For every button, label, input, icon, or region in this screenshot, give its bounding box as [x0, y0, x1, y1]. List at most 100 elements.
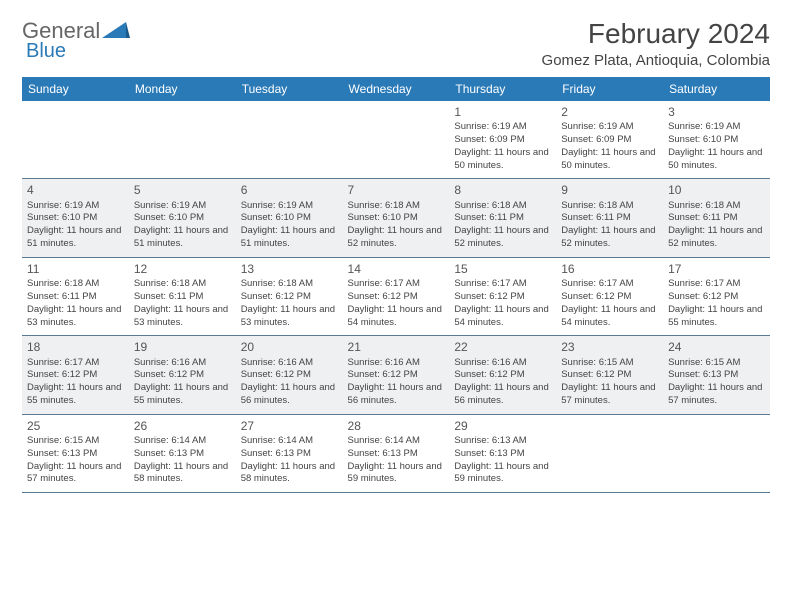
day-header: Tuesday	[236, 77, 343, 101]
calendar-day-cell: 22 Sunrise: 6:16 AMSunset: 6:12 PMDayligh…	[449, 336, 556, 414]
calendar-day-cell: 24Sunrise: 6:15 AMSunset: 6:13 PMDayligh…	[663, 336, 770, 414]
sun-info: Sunrise: 6:18 AMSunset: 6:11 PMDaylight:…	[134, 278, 231, 329]
calendar-empty-cell	[343, 101, 450, 179]
day-number: 15	[454, 261, 551, 277]
day-number: 12	[134, 261, 231, 277]
logo-text-2: Blue	[26, 40, 66, 62]
sun-info: Sunrise: 6:18 AMSunset: 6:11 PMDaylight:…	[27, 278, 124, 329]
calendar-empty-cell	[556, 414, 663, 492]
sun-info: Sunrise: 6:18 AMSunset: 6:11 PMDaylight:…	[668, 200, 765, 251]
day-number: 20	[241, 339, 338, 355]
calendar-day-cell: 17Sunrise: 6:17 AMSunset: 6:12 PMDayligh…	[663, 257, 770, 335]
title-block: February 2024 Gomez Plata, Antioquia, Co…	[542, 18, 770, 69]
day-header: Sunday	[22, 77, 129, 101]
logo: General Blue	[22, 18, 130, 44]
day-number: 21	[348, 339, 445, 355]
calendar-day-cell: 4Sunrise: 6:19 AMSunset: 6:10 PMDaylight…	[22, 179, 129, 257]
calendar-day-cell: 12Sunrise: 6:18 AMSunset: 6:11 PMDayligh…	[129, 257, 236, 335]
sun-info: Sunrise: 6:18 AMSunset: 6:11 PMDaylight:…	[561, 200, 658, 251]
calendar-day-cell: 13Sunrise: 6:18 AMSunset: 6:12 PMDayligh…	[236, 257, 343, 335]
calendar-week-row: 11Sunrise: 6:18 AMSunset: 6:11 PMDayligh…	[22, 257, 770, 335]
calendar-day-cell: 20 Sunrise: 6:16 AMSunset: 6:12 PMDayligh…	[236, 336, 343, 414]
day-number: 18	[27, 339, 124, 355]
calendar-week-row: 1Sunrise: 6:19 AMSunset: 6:09 PMDaylight…	[22, 101, 770, 179]
day-number: 5	[134, 182, 231, 198]
sun-info: Sunrise: 6:14 AMSunset: 6:13 PMDaylight:…	[134, 435, 231, 486]
calendar-day-cell: 5 Sunrise: 6:19 AMSunset: 6:10 PMDaylight…	[129, 179, 236, 257]
sun-info: Sunrise: 6:14 AMSunset: 6:13 PMDaylight:…	[241, 435, 338, 486]
day-number: 25	[27, 418, 124, 434]
calendar-day-cell: 8 Sunrise: 6:18 AMSunset: 6:11 PMDaylight…	[449, 179, 556, 257]
day-number: 9	[561, 182, 658, 198]
sun-info: Sunrise: 6:17 AMSunset: 6:12 PMDaylight:…	[27, 357, 124, 408]
calendar-day-cell: 23 Sunrise: 6:15 AMSunset: 6:12 PMDayligh…	[556, 336, 663, 414]
day-number: 2	[561, 104, 658, 120]
day-number: 1	[454, 104, 551, 120]
sun-info: Sunrise: 6:15 AMSunset: 6:13 PMDaylight:…	[668, 357, 765, 408]
month-title: February 2024	[542, 18, 770, 50]
sun-info: Sunrise: 6:17 AMSunset: 6:12 PMDaylight:…	[561, 278, 658, 329]
sun-info: Sunrise: 6:17 AMSunset: 6:12 PMDaylight:…	[348, 278, 445, 329]
day-number: 23	[561, 339, 658, 355]
day-number: 13	[241, 261, 338, 277]
sun-info: Sunrise: 6:19 AMSunset: 6:09 PMDaylight:…	[561, 121, 658, 172]
calendar-empty-cell	[129, 101, 236, 179]
sun-info: Sunrise: 6:19 AMSunset: 6:10 PMDaylight:…	[27, 200, 124, 251]
day-number: 17	[668, 261, 765, 277]
day-number: 22	[454, 339, 551, 355]
day-number: 19	[134, 339, 231, 355]
calendar-day-cell: 10 Sunrise: 6:18 AMSunset: 6:11 PMDayligh…	[663, 179, 770, 257]
logo-triangle-icon	[102, 22, 130, 40]
calendar-day-cell: 2Sunrise: 6:19 AMSunset: 6:09 PMDaylight…	[556, 101, 663, 179]
sun-info: Sunrise: 6:19 AMSunset: 6:10 PMDaylight:…	[134, 200, 231, 251]
sun-info: Sunrise: 6:16 AMSunset: 6:12 PMDaylight:…	[348, 357, 445, 408]
day-header: Thursday	[449, 77, 556, 101]
calendar-day-cell: 7 Sunrise: 6:18 AMSunset: 6:10 PMDaylight…	[343, 179, 450, 257]
day-number: 27	[241, 418, 338, 434]
calendar-week-row: 4Sunrise: 6:19 AMSunset: 6:10 PMDaylight…	[22, 179, 770, 257]
calendar-day-cell: 11Sunrise: 6:18 AMSunset: 6:11 PMDayligh…	[22, 257, 129, 335]
day-header: Wednesday	[343, 77, 450, 101]
calendar-header-row: SundayMondayTuesdayWednesdayThursdayFrid…	[22, 77, 770, 101]
calendar-body: 1Sunrise: 6:19 AMSunset: 6:09 PMDaylight…	[22, 101, 770, 493]
calendar-day-cell: 16Sunrise: 6:17 AMSunset: 6:12 PMDayligh…	[556, 257, 663, 335]
calendar-week-row: 18 Sunrise: 6:17 AMSunset: 6:12 PMDayligh…	[22, 336, 770, 414]
day-number: 3	[668, 104, 765, 120]
calendar-day-cell: 14Sunrise: 6:17 AMSunset: 6:12 PMDayligh…	[343, 257, 450, 335]
sun-info: Sunrise: 6:19 AMSunset: 6:10 PMDaylight:…	[241, 200, 338, 251]
calendar-day-cell: 15Sunrise: 6:17 AMSunset: 6:12 PMDayligh…	[449, 257, 556, 335]
calendar-day-cell: 6 Sunrise: 6:19 AMSunset: 6:10 PMDaylight…	[236, 179, 343, 257]
sun-info: Sunrise: 6:16 AMSunset: 6:12 PMDaylight:…	[241, 357, 338, 408]
calendar-week-row: 25Sunrise: 6:15 AMSunset: 6:13 PMDayligh…	[22, 414, 770, 492]
sun-info: Sunrise: 6:15 AMSunset: 6:12 PMDaylight:…	[561, 357, 658, 408]
calendar-table: SundayMondayTuesdayWednesdayThursdayFrid…	[22, 77, 770, 493]
calendar-day-cell: 26Sunrise: 6:14 AMSunset: 6:13 PMDayligh…	[129, 414, 236, 492]
day-number: 29	[454, 418, 551, 434]
calendar-empty-cell	[663, 414, 770, 492]
sun-info: Sunrise: 6:16 AMSunset: 6:12 PMDaylight:…	[454, 357, 551, 408]
calendar-day-cell: 29Sunrise: 6:13 AMSunset: 6:13 PMDayligh…	[449, 414, 556, 492]
day-number: 7	[348, 182, 445, 198]
day-header: Saturday	[663, 77, 770, 101]
calendar-day-cell: 1Sunrise: 6:19 AMSunset: 6:09 PMDaylight…	[449, 101, 556, 179]
day-number: 14	[348, 261, 445, 277]
sun-info: Sunrise: 6:17 AMSunset: 6:12 PMDaylight:…	[668, 278, 765, 329]
day-number: 16	[561, 261, 658, 277]
day-number: 6	[241, 182, 338, 198]
sun-info: Sunrise: 6:17 AMSunset: 6:12 PMDaylight:…	[454, 278, 551, 329]
day-number: 8	[454, 182, 551, 198]
day-number: 10	[668, 182, 765, 198]
sun-info: Sunrise: 6:14 AMSunset: 6:13 PMDaylight:…	[348, 435, 445, 486]
day-header: Monday	[129, 77, 236, 101]
day-number: 11	[27, 261, 124, 277]
sun-info: Sunrise: 6:18 AMSunset: 6:10 PMDaylight:…	[348, 200, 445, 251]
calendar-empty-cell	[236, 101, 343, 179]
sun-info: Sunrise: 6:15 AMSunset: 6:13 PMDaylight:…	[27, 435, 124, 486]
sun-info: Sunrise: 6:13 AMSunset: 6:13 PMDaylight:…	[454, 435, 551, 486]
sun-info: Sunrise: 6:18 AMSunset: 6:11 PMDaylight:…	[454, 200, 551, 251]
calendar-day-cell: 21 Sunrise: 6:16 AMSunset: 6:12 PMDayligh…	[343, 336, 450, 414]
sun-info: Sunrise: 6:19 AMSunset: 6:09 PMDaylight:…	[454, 121, 551, 172]
location: Gomez Plata, Antioquia, Colombia	[542, 52, 770, 69]
calendar-day-cell: 27Sunrise: 6:14 AMSunset: 6:13 PMDayligh…	[236, 414, 343, 492]
calendar-day-cell: 18 Sunrise: 6:17 AMSunset: 6:12 PMDayligh…	[22, 336, 129, 414]
